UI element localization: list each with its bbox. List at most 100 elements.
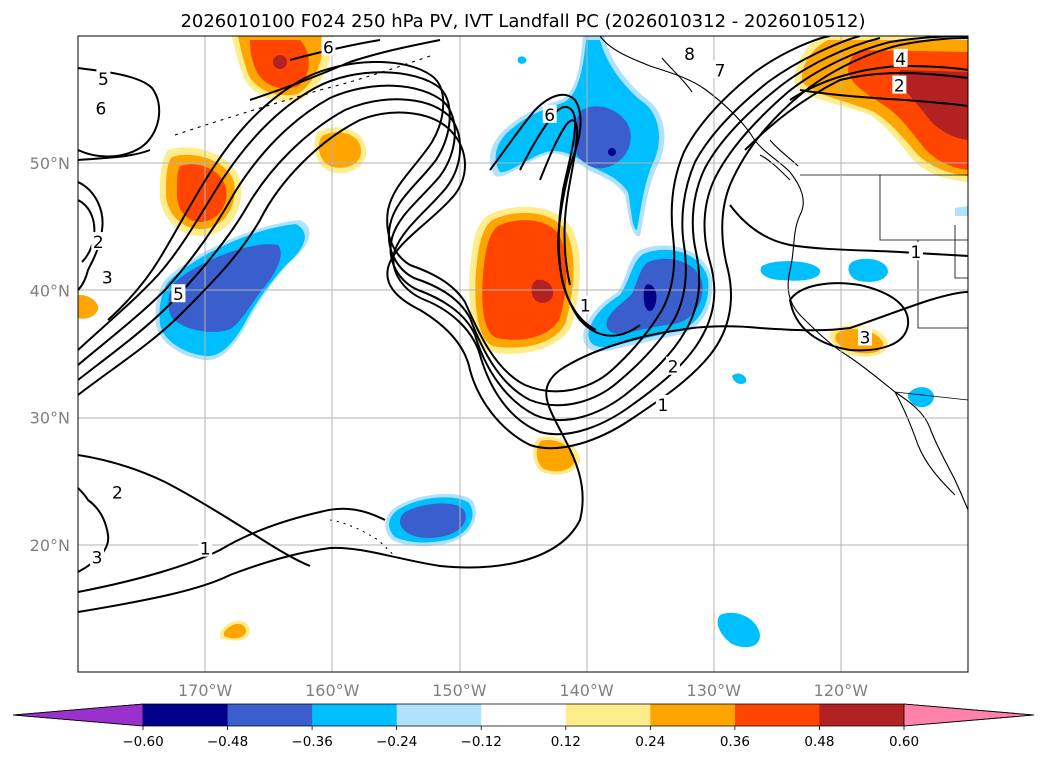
coastline-hawaii bbox=[329, 519, 396, 557]
shaded-anomaly-positive bbox=[78, 294, 99, 319]
contour-line bbox=[744, 72, 968, 151]
contour-line bbox=[539, 119, 579, 286]
shaded-anomaly-negative bbox=[848, 258, 888, 282]
x-tick-label: 140°W bbox=[559, 681, 614, 700]
contour-line bbox=[729, 204, 968, 257]
colorbar-tick-label: 0.24 bbox=[635, 734, 665, 750]
colorbar-tick-label: −0.60 bbox=[122, 734, 163, 750]
contour-label-halo bbox=[682, 43, 697, 62]
shaded-anomaly-negative bbox=[643, 284, 657, 311]
shaded-anomaly-negative bbox=[608, 148, 616, 156]
contour-label-halo bbox=[110, 482, 125, 501]
contour-label-halo bbox=[713, 60, 728, 79]
contour-label-halo bbox=[893, 48, 908, 67]
contour-label-halo bbox=[655, 394, 670, 413]
colorbar-segment bbox=[227, 704, 313, 726]
borders bbox=[800, 174, 968, 401]
contour-line bbox=[78, 36, 968, 436]
contour-line bbox=[78, 37, 881, 422]
shaded-anomaly-negative bbox=[907, 387, 934, 408]
colorbar-tick-label: 0.12 bbox=[551, 734, 581, 750]
colorbar-extend-min bbox=[12, 703, 144, 727]
shaded-anomaly-positive bbox=[318, 132, 362, 168]
contour-label: 6 bbox=[323, 38, 334, 58]
shaded-anomaly-positive bbox=[273, 55, 287, 69]
shaded-anomaly-negative bbox=[573, 106, 631, 169]
contour-label: 2 bbox=[894, 77, 905, 97]
colorbar-extend-max bbox=[903, 703, 1035, 727]
border-state-1 bbox=[879, 175, 968, 241]
shaded-anomaly-positive bbox=[898, 70, 968, 140]
contour-label: 5 bbox=[98, 70, 109, 90]
contour-line bbox=[78, 181, 104, 291]
colorbar-segment bbox=[650, 704, 736, 726]
y-tick-label: 40°N bbox=[30, 281, 70, 300]
colorbar-tick-label: −0.12 bbox=[461, 734, 502, 750]
contour-label: 4 bbox=[895, 50, 906, 70]
contour-label: 3 bbox=[860, 328, 871, 348]
contour-line bbox=[788, 282, 910, 352]
contour-line bbox=[78, 507, 386, 593]
x-axis-ticks: 170°W 160°W 150°W 140°W 130°W 120°W bbox=[178, 681, 868, 700]
contour-label-halo bbox=[100, 267, 115, 286]
x-tick-label: 130°W bbox=[687, 681, 742, 700]
coastline-north-america bbox=[599, 36, 968, 511]
colorbar-tick-label: 0.48 bbox=[804, 734, 834, 750]
shaded-anomaly-negative bbox=[717, 612, 760, 648]
colorbar-segment bbox=[734, 704, 820, 726]
contour-line bbox=[489, 93, 641, 337]
contour-label-halo bbox=[892, 75, 907, 94]
colorbar-segment bbox=[481, 704, 567, 726]
colorbar-tick-label: −0.48 bbox=[207, 734, 248, 750]
contour-label: 5 bbox=[173, 285, 184, 305]
contour-label-halo bbox=[198, 538, 213, 557]
contour-label-halo bbox=[171, 284, 186, 303]
contour-label: 1 bbox=[580, 297, 591, 317]
x-tick-label: 170°W bbox=[178, 681, 233, 700]
shaded-anomaly-negative bbox=[517, 56, 527, 64]
contour-label-halo bbox=[93, 98, 108, 117]
shaded-anomaly-negative bbox=[399, 503, 466, 538]
coastline-aleutians bbox=[174, 55, 431, 136]
contour-label-halo bbox=[666, 356, 681, 375]
border-mexico bbox=[894, 391, 968, 401]
colorbar-segment bbox=[565, 704, 651, 726]
colorbar-tick-label: −0.24 bbox=[376, 734, 417, 750]
colorbar-tick-label: −0.36 bbox=[291, 734, 332, 750]
shaded-anomaly-negative bbox=[732, 373, 747, 384]
contour-label-halo bbox=[908, 242, 923, 261]
contour-line bbox=[78, 36, 861, 407]
contour-label: 1 bbox=[200, 540, 211, 560]
chart-title: 2026010100 F024 250 hPa PV, IVT Landfall… bbox=[180, 11, 865, 32]
contour-label: 2 bbox=[668, 358, 679, 378]
contour-label-halo bbox=[90, 547, 105, 566]
coastline-islands bbox=[661, 57, 799, 181]
contour-label-halo bbox=[91, 232, 106, 251]
contour-label-halo bbox=[321, 37, 336, 56]
contour-label-halo bbox=[542, 104, 557, 123]
colorbar-segment bbox=[312, 704, 398, 726]
y-tick-label: 20°N bbox=[30, 536, 70, 555]
contour-label: 2 bbox=[93, 233, 104, 253]
y-tick-label: 30°N bbox=[30, 409, 70, 428]
contour-label: 1 bbox=[910, 243, 921, 263]
border-state-3 bbox=[954, 225, 968, 279]
shaded-anomaly-positive bbox=[482, 220, 567, 340]
contour-label: 8 bbox=[684, 45, 695, 65]
contour-label-halo bbox=[578, 295, 593, 314]
colorbar: −0.60 −0.48 −0.36 −0.24 −0.12 0.12 0.24 0.36 0.4… bbox=[12, 703, 1035, 750]
coastline-baja bbox=[894, 391, 956, 496]
contour-line bbox=[78, 454, 311, 567]
contour-label: 3 bbox=[92, 549, 103, 569]
coastlines bbox=[174, 36, 968, 557]
x-tick-label: 120°W bbox=[814, 681, 869, 700]
colorbar-tick-label: 0.36 bbox=[720, 734, 750, 750]
shaded-anomaly-positive bbox=[531, 279, 554, 303]
colorbar-tick-label: 0.60 bbox=[889, 734, 919, 750]
x-tick-label: 150°W bbox=[432, 681, 487, 700]
contour-line bbox=[799, 89, 968, 107]
contour-label-halo bbox=[96, 69, 111, 88]
contour-line bbox=[78, 37, 968, 450]
contour-line bbox=[107, 36, 831, 393]
